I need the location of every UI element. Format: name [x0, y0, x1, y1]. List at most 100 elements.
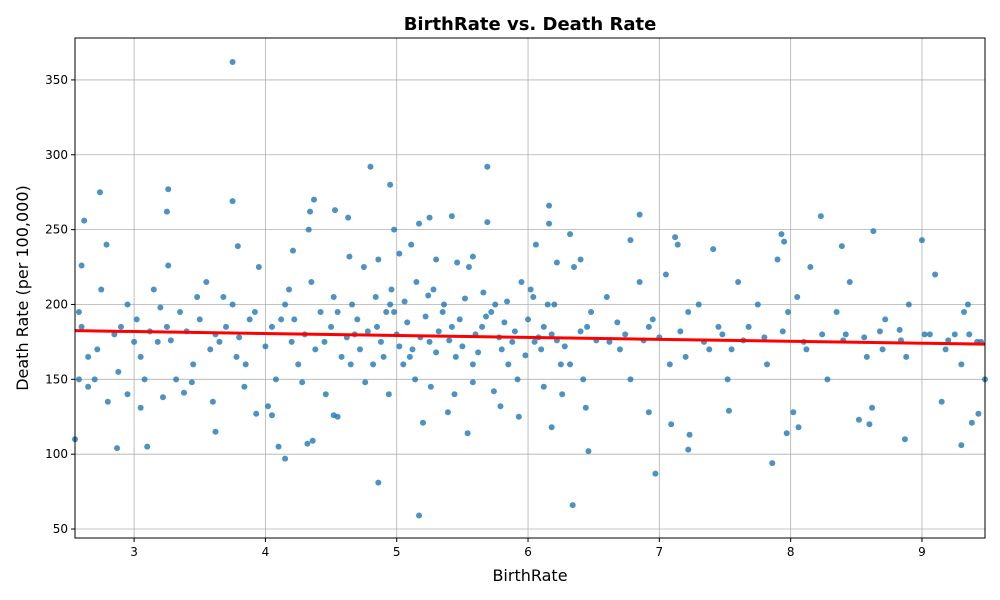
data-point: [538, 346, 545, 353]
data-point: [124, 391, 131, 398]
grid-lines: [75, 38, 985, 538]
data-point: [75, 376, 82, 383]
data-point: [451, 391, 458, 398]
data-point: [548, 331, 555, 338]
data-point: [433, 349, 440, 356]
data-point: [645, 323, 652, 330]
data-point: [498, 346, 505, 353]
data-point: [334, 308, 341, 315]
data-point: [416, 512, 423, 519]
data-point: [483, 313, 490, 320]
data-point: [627, 237, 634, 244]
data-point: [719, 331, 726, 338]
data-point: [783, 430, 790, 437]
data-point: [785, 308, 792, 315]
data-point: [918, 237, 925, 244]
data-point: [412, 376, 419, 383]
data-point: [370, 361, 377, 368]
data-point: [567, 231, 574, 238]
data-point: [255, 264, 262, 271]
data-point: [275, 443, 282, 450]
data-point: [322, 391, 329, 398]
data-point: [377, 338, 384, 345]
data-point: [666, 361, 673, 368]
data-point: [409, 346, 416, 353]
data-point: [926, 331, 933, 338]
data-point: [761, 334, 768, 341]
data-point: [163, 208, 170, 215]
chart-title: BirthRate vs. Death Rate: [404, 14, 657, 35]
data-point: [577, 256, 584, 263]
data-point: [150, 286, 157, 293]
data-point: [492, 301, 499, 308]
data-point: [515, 413, 522, 420]
data-point: [426, 214, 433, 221]
data-point: [454, 259, 461, 266]
data-point: [286, 286, 293, 293]
data-point: [745, 323, 752, 330]
x-tick-label: 9: [918, 545, 926, 559]
data-point: [242, 361, 249, 368]
data-point: [85, 383, 92, 390]
data-point: [497, 403, 504, 410]
data-point: [338, 353, 345, 360]
data-point: [448, 213, 455, 220]
data-point: [975, 410, 982, 417]
data-point: [855, 416, 862, 423]
data-point: [391, 308, 398, 315]
data-point: [932, 271, 939, 278]
data-point: [942, 346, 949, 353]
y-tick-label: 100: [45, 447, 68, 461]
data-point: [484, 163, 491, 170]
data-point: [141, 376, 148, 383]
data-point: [569, 502, 576, 509]
data-point: [649, 316, 656, 323]
data-point: [385, 391, 392, 398]
data-point: [115, 368, 122, 375]
data-point: [391, 226, 398, 233]
data-point: [456, 316, 463, 323]
data-point: [75, 308, 82, 315]
data-point: [790, 409, 797, 416]
data-point: [525, 316, 532, 323]
data-point: [295, 361, 302, 368]
data-point: [710, 246, 717, 253]
data-point: [509, 338, 516, 345]
data-point: [778, 231, 785, 238]
data-point: [278, 316, 285, 323]
data-point: [966, 331, 973, 338]
data-point: [268, 323, 275, 330]
data-point: [527, 286, 534, 293]
data-point: [96, 189, 103, 196]
data-point: [795, 424, 802, 431]
data-point: [444, 409, 451, 416]
data-point: [165, 262, 172, 269]
data-point: [375, 256, 382, 263]
data-point: [91, 376, 98, 383]
data-point: [584, 323, 591, 330]
data-point: [838, 243, 845, 250]
data-point: [469, 379, 476, 386]
data-point: [861, 334, 868, 341]
data-point: [551, 301, 558, 308]
data-point: [518, 279, 525, 286]
data-point: [78, 323, 85, 330]
data-point: [111, 331, 118, 338]
data-point: [774, 256, 781, 263]
data-point: [546, 202, 553, 209]
data-point: [606, 338, 613, 345]
data-point: [422, 313, 429, 320]
data-point: [180, 389, 187, 396]
y-tick-label: 200: [45, 297, 68, 311]
data-point: [960, 308, 967, 315]
data-point: [824, 376, 831, 383]
data-point: [764, 361, 771, 368]
data-point: [863, 353, 870, 360]
data-point: [188, 379, 195, 386]
data-point: [144, 443, 151, 450]
data-point: [622, 331, 629, 338]
data-point: [78, 262, 85, 269]
data-point: [159, 394, 166, 401]
data-point: [413, 279, 420, 286]
data-point: [522, 352, 529, 359]
